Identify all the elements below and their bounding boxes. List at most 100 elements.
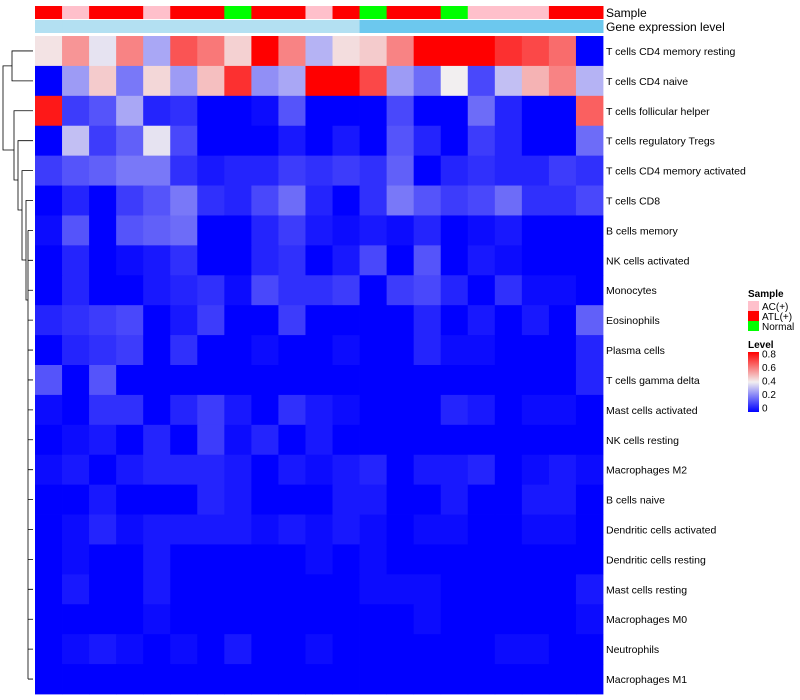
annotation-cell: [143, 20, 171, 33]
heatmap-cell: [251, 394, 279, 426]
heatmap-cell: [359, 335, 388, 366]
legend-label: AC(+): [762, 302, 788, 313]
heatmap-cell: [89, 95, 117, 127]
heatmap-cell: [143, 65, 171, 97]
heatmap-cell: [224, 245, 252, 276]
legend-color-bar: [748, 352, 759, 412]
heatmap-cell: [170, 36, 198, 67]
heatmap-cell: [494, 544, 523, 575]
heatmap-cell: [170, 305, 198, 336]
heatmap-cell: [89, 634, 117, 665]
heatmap-cell: [494, 215, 523, 246]
heatmap-cell: [278, 574, 306, 605]
heatmap-cell: [332, 424, 360, 456]
heatmap-cell: [62, 65, 90, 97]
heatmap-cell: [305, 125, 333, 157]
heatmap-cell: [251, 65, 279, 97]
heatmap-cell: [467, 215, 496, 246]
row-label: T cells CD4 naive: [606, 76, 688, 88]
heatmap-cell: [224, 544, 252, 575]
heatmap-cell: [548, 424, 577, 456]
heatmap-cell: [35, 514, 63, 545]
heatmap-cell: [278, 604, 306, 635]
heatmap-cell: [170, 215, 198, 246]
heatmap-cell: [116, 65, 144, 97]
heatmap-cell: [170, 514, 198, 545]
heatmap-cell: [413, 454, 442, 486]
annotation-cell: [332, 6, 361, 19]
heatmap-cell: [521, 424, 550, 456]
heatmap-cell: [575, 215, 604, 246]
annotation-cell: [251, 6, 279, 19]
heatmap-cell: [116, 305, 144, 336]
heatmap-cell: [359, 305, 388, 336]
heatmap-cell: [197, 245, 225, 276]
heatmap-cell: [413, 335, 442, 366]
legend-title: Level: [748, 340, 774, 351]
heatmap-cell: [440, 365, 469, 396]
heatmap-cell: [170, 604, 198, 635]
heatmap-cell: [494, 335, 523, 366]
row-label: NK cells activated: [606, 255, 690, 267]
heatmap-cell: [116, 245, 144, 276]
heatmap-cell: [35, 125, 63, 157]
heatmap-cell: [143, 125, 171, 157]
heatmap-cell: [413, 275, 442, 306]
heatmap-cell: [224, 604, 252, 635]
heatmap-cell: [332, 634, 360, 665]
heatmap-cell: [116, 36, 144, 67]
annotation-cell: [548, 20, 577, 33]
annotation-cell: [35, 6, 63, 19]
heatmap-cell: [386, 664, 415, 695]
heatmap-cell: [116, 335, 144, 366]
heatmap-cell: [116, 634, 144, 665]
heatmap-cell: [332, 365, 360, 396]
heatmap-cell: [521, 484, 550, 515]
heatmap-cell: [305, 634, 333, 665]
heatmap-cell: [575, 454, 604, 486]
heatmap-cell: [143, 424, 171, 456]
heatmap-cell: [575, 365, 604, 396]
heatmap-cell: [413, 574, 442, 605]
heatmap-cell: [467, 514, 496, 545]
heatmap-cell: [170, 394, 198, 426]
heatmap-cell: [305, 394, 333, 426]
heatmap-cell: [89, 36, 117, 67]
heatmap-cell: [575, 394, 604, 426]
heatmap-cell: [89, 125, 117, 157]
heatmap-cell: [197, 634, 225, 665]
heatmap-cell: [521, 275, 550, 306]
heatmap-cell: [143, 454, 171, 486]
heatmap-cell: [251, 95, 279, 127]
heatmap-cell: [386, 335, 415, 366]
heatmap-cell: [521, 36, 550, 67]
heatmap-cell: [62, 604, 90, 635]
heatmap-cell: [413, 305, 442, 336]
heatmap-cell: [413, 155, 442, 186]
heatmap-cell: [35, 36, 63, 67]
heatmap-cell: [116, 275, 144, 306]
annotation-cell: [62, 20, 90, 33]
heatmap-cell: [197, 275, 225, 306]
heatmap-cell: [224, 95, 252, 127]
heatmap-cell: [386, 544, 415, 575]
heatmap-cell: [494, 125, 523, 157]
heatmap-cell: [548, 215, 577, 246]
heatmap-cell: [305, 574, 333, 605]
heatmap-cell: [332, 125, 360, 157]
heatmap-cell: [251, 484, 279, 515]
heatmap-cell: [494, 275, 523, 306]
annotation-cell: [278, 20, 306, 33]
heatmap-cell: [413, 36, 442, 67]
heatmap-cell: [332, 215, 360, 246]
heatmap-cell: [224, 305, 252, 336]
row-label: T cells gamma delta: [606, 375, 700, 387]
heatmap-cell: [305, 155, 333, 186]
heatmap-cell: [359, 424, 388, 456]
annotation-cell: [305, 20, 334, 33]
heatmap-cell: [251, 335, 279, 366]
heatmap-cell: [89, 664, 117, 695]
heatmap-cell: [359, 574, 388, 605]
heatmap-cell: [305, 454, 333, 486]
heatmap-cell: [251, 634, 279, 665]
